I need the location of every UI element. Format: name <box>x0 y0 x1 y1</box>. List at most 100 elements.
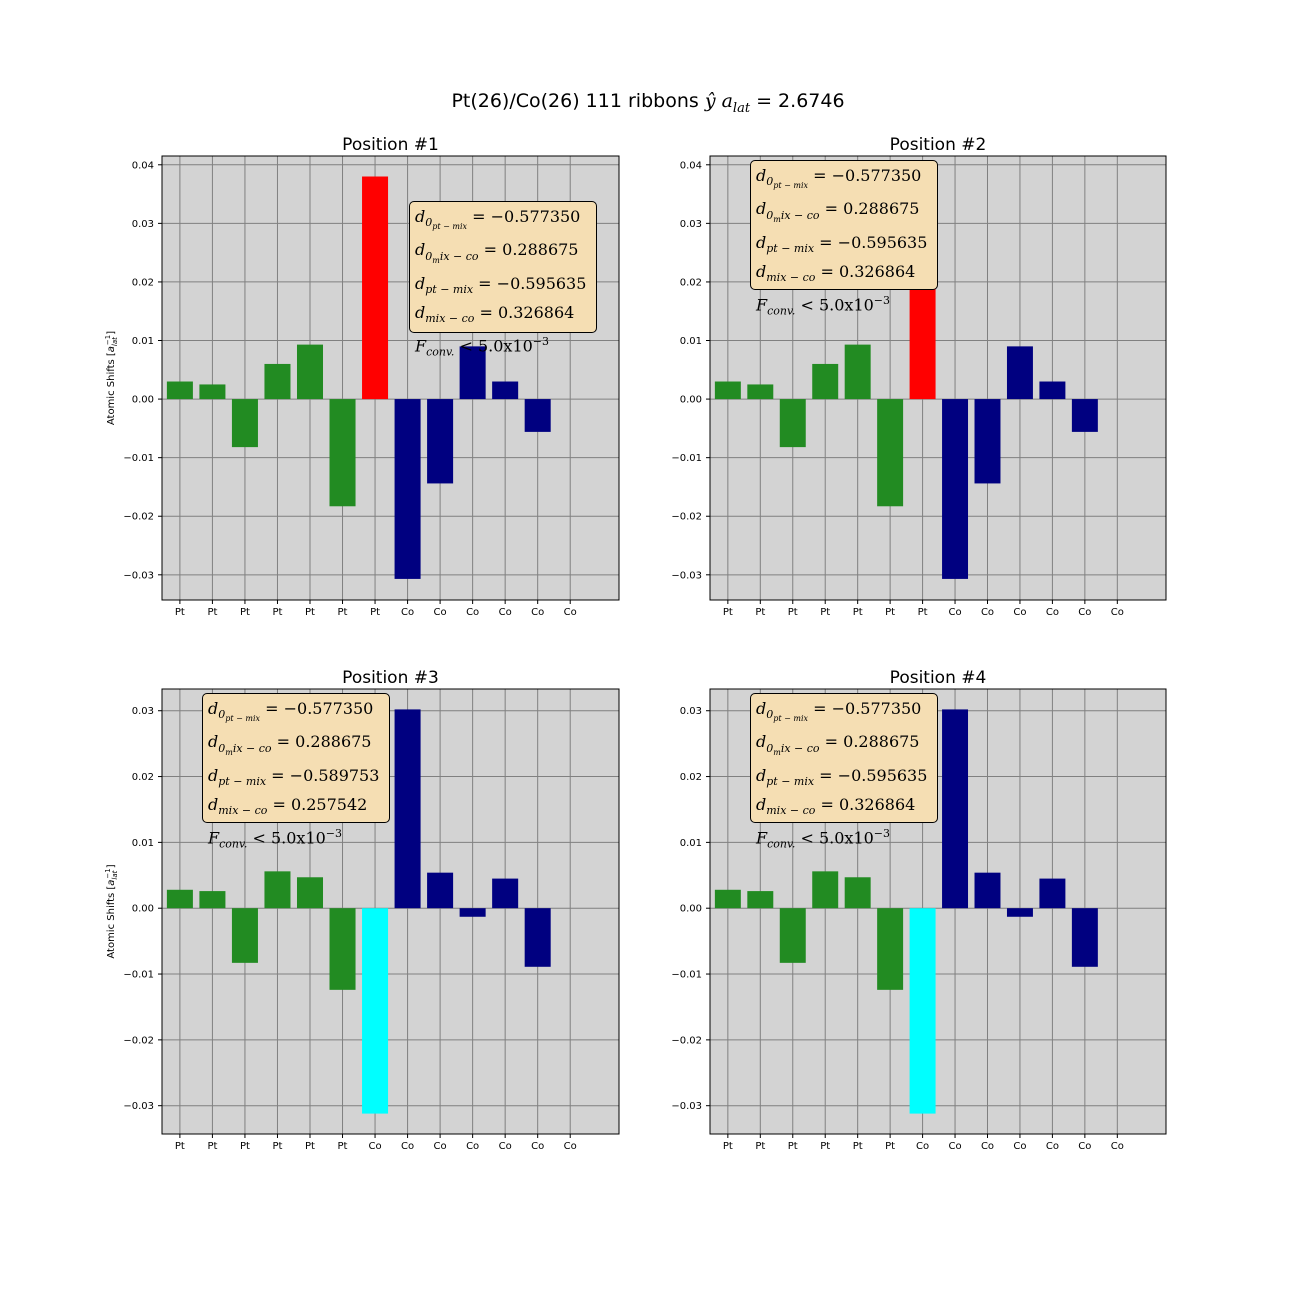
bar-co-12 <box>524 908 551 967</box>
bar-pt-2 <box>747 384 774 400</box>
fconv-line: Fconv. < 5.0x10−3 <box>756 827 891 851</box>
parameters-box: d0pt − mix = −0.577350 d0mix − co = 0.288… <box>409 201 597 359</box>
axes-frame <box>709 155 1167 601</box>
bar-co-8 <box>394 709 421 909</box>
bar-co-12 <box>1071 399 1098 432</box>
x-tick-label: Co <box>564 1141 577 1152</box>
bar-co-12 <box>524 399 551 432</box>
y-tick-label: 0.00 <box>132 904 154 915</box>
bar-pt-6 <box>877 908 904 990</box>
bar-pt-6 <box>877 399 904 507</box>
bar-co-10 <box>459 908 486 917</box>
dpt-mix-line: dpt − mix = −0.595635 <box>756 765 928 788</box>
x-tick-label: Pt <box>820 607 830 618</box>
x-tick-label: Co <box>1013 607 1026 618</box>
y-tick-label: 0.02 <box>132 772 154 783</box>
figure-title: Pt(26)/Co(26) 111 ribbons ŷ alat = 2.674… <box>0 90 1296 116</box>
x-tick-label: Co <box>499 607 512 618</box>
y-tick-label: 0.03 <box>132 706 154 717</box>
x-tick-label: Pt <box>788 1141 798 1152</box>
subplot-title: Position #4 <box>890 668 987 688</box>
bar-co-10 <box>1006 908 1033 917</box>
x-tick-label: Co <box>1111 607 1124 618</box>
y-tick-label: 0.01 <box>680 336 702 347</box>
bar-co-12 <box>1071 908 1098 967</box>
bar-pt-5 <box>296 877 324 909</box>
dpt-mix-line: dpt − mix = −0.595635 <box>756 232 928 255</box>
d0mix-co-line: d0mix − co = 0.288675 <box>756 732 920 757</box>
y-tick-label: −0.03 <box>671 570 702 581</box>
y-axis-label: Atomic Shifts [alat−1] <box>104 331 119 425</box>
y-tick-label: 0.03 <box>132 219 154 230</box>
bar-co-9 <box>427 399 454 484</box>
bar-co-8 <box>942 399 969 579</box>
bar-pt-2 <box>199 891 226 909</box>
x-tick-label: Co <box>564 607 577 618</box>
x-tick-label: Pt <box>370 607 380 618</box>
axes-frame <box>161 155 620 601</box>
x-tick-label: Co <box>981 607 994 618</box>
y-tick-label: 0.01 <box>132 838 154 849</box>
y-tick-label: −0.02 <box>671 512 702 523</box>
x-tick-label: Co <box>531 607 544 618</box>
y-tick-label: 0.03 <box>680 219 702 230</box>
x-tick-label: Pt <box>853 1141 863 1152</box>
y-tick-label: 0.04 <box>680 160 702 171</box>
figure-title-math: ŷ alat <box>704 90 751 116</box>
x-tick-label: Co <box>948 607 961 618</box>
bar-co-10 <box>459 346 486 400</box>
x-tick-label: Co <box>1078 1141 1091 1152</box>
bar-pt-4 <box>812 363 839 400</box>
y-tick-label: 0.02 <box>680 277 702 288</box>
bar-pt-2 <box>199 384 226 400</box>
x-tick-label: Pt <box>272 1141 282 1152</box>
x-tick-label: Pt <box>338 1141 348 1152</box>
bar-pt-3 <box>231 399 258 448</box>
bar-pt-2 <box>747 891 774 909</box>
x-tick-label: Pt <box>755 607 765 618</box>
bar-co-10 <box>1006 346 1033 400</box>
y-tick-label: 0.00 <box>132 395 154 406</box>
bar-pt-1 <box>166 889 193 909</box>
x-tick-label: Pt <box>788 607 798 618</box>
subplot-title: Position #2 <box>890 135 987 155</box>
x-tick-label: Pt <box>207 607 217 618</box>
x-tick-label: Pt <box>175 1141 185 1152</box>
bar-co-11 <box>492 878 519 909</box>
y-tick-label: −0.01 <box>123 453 154 464</box>
x-tick-label: Pt <box>175 607 185 618</box>
x-tick-label: Co <box>401 607 414 618</box>
bar-pt-6 <box>329 399 356 507</box>
y-tick-label: 0.01 <box>680 838 702 849</box>
x-tick-label: Pt <box>207 1141 217 1152</box>
axes-frame <box>161 688 620 1135</box>
y-tick-label: −0.02 <box>123 512 154 523</box>
bar-pt-7 <box>362 176 389 400</box>
x-tick-label: Co <box>1111 1141 1124 1152</box>
axes-frame <box>709 688 1167 1135</box>
y-axis-label: Atomic Shifts [alat−1] <box>104 864 119 958</box>
bar-pt-1 <box>166 381 193 400</box>
x-tick-label: Co <box>368 1141 381 1152</box>
subplot-title: Position #1 <box>342 135 439 155</box>
bar-co-11 <box>492 381 519 400</box>
bar-pt-3 <box>779 399 806 448</box>
bar-pt-3 <box>779 908 806 963</box>
bar-co-8 <box>942 709 969 909</box>
y-tick-label: 0.02 <box>132 277 154 288</box>
dmix-co-line: dmix − co = 0.326864 <box>756 794 916 818</box>
x-tick-label: Pt <box>723 1141 733 1152</box>
parameters-box: d0pt − mix = −0.577350 d0mix − co = 0.288… <box>750 693 938 851</box>
x-tick-label: Pt <box>240 1141 250 1152</box>
bar-pt-5 <box>296 344 324 400</box>
d0pt-mix-line: d0pt − mix = −0.577350 <box>756 699 922 724</box>
x-tick-label: Co <box>499 1141 512 1152</box>
bar-pt-3 <box>231 908 258 963</box>
fconv-line: Fconv. < 5.0x10−3 <box>756 294 891 318</box>
bar-pt-1 <box>714 381 741 400</box>
x-tick-label: Co <box>466 607 479 618</box>
figure-title-prefix: Pt(26)/Co(26) 111 ribbons <box>451 90 705 112</box>
bar-co-11 <box>1039 381 1066 400</box>
bar-co-9 <box>974 399 1001 484</box>
